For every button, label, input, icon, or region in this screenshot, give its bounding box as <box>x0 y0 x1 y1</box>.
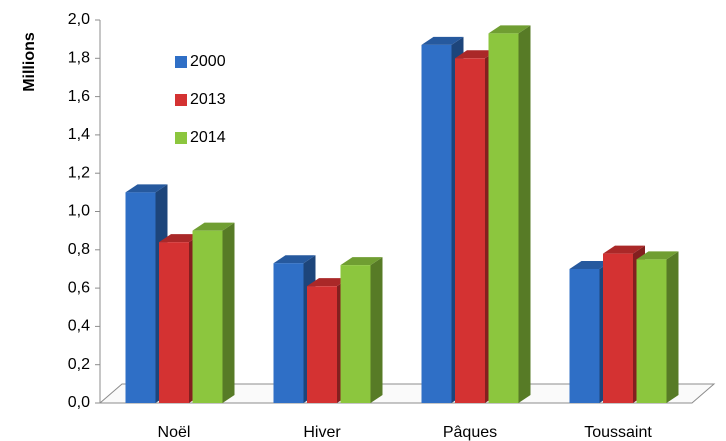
bar-side <box>370 257 383 403</box>
bar-side <box>518 25 531 404</box>
bar <box>421 44 452 404</box>
bar-top <box>192 222 235 231</box>
legend-swatch <box>175 132 187 144</box>
bar-top <box>569 260 612 269</box>
legend-label: 2000 <box>190 53 226 70</box>
bar <box>125 192 156 403</box>
y-tick-label: 1,4 <box>68 126 90 143</box>
bar-top <box>307 278 349 287</box>
bar <box>159 242 189 403</box>
bar-side <box>666 251 679 403</box>
x-tick-label: Noël <box>158 424 191 441</box>
legend-label: 2014 <box>190 129 226 146</box>
bar-top <box>603 245 645 254</box>
y-tick-label: 0,2 <box>68 356 90 373</box>
y-tick-label: 1,8 <box>68 50 90 67</box>
legend-swatch <box>175 56 187 68</box>
y-tick-label: 0,0 <box>68 394 90 411</box>
bar-top <box>273 255 316 264</box>
bar-top <box>159 234 201 243</box>
y-tick-label: 0,6 <box>68 279 90 296</box>
bar-top <box>125 184 168 193</box>
y-tick-label: 0,4 <box>68 318 90 335</box>
legend-label: 2013 <box>190 91 226 108</box>
bar <box>307 286 337 403</box>
x-tick-label: Toussaint <box>584 424 652 441</box>
bar <box>455 58 485 404</box>
x-tick-label: Pâques <box>443 424 497 441</box>
bar-side <box>222 222 235 403</box>
bar-top <box>636 251 679 260</box>
bar <box>273 263 304 403</box>
x-tick-label: Hiver <box>303 424 341 441</box>
bar <box>636 259 667 403</box>
y-tick-label: 2,0 <box>68 11 90 28</box>
y-tick-label: 1,6 <box>68 88 90 105</box>
bar <box>569 268 600 403</box>
bar <box>192 230 223 403</box>
y-axis-title: Millions <box>21 32 38 92</box>
bar <box>603 253 633 403</box>
legend-swatch <box>175 94 187 106</box>
y-tick-label: 0,8 <box>68 241 90 258</box>
y-tick-label: 1,0 <box>68 203 90 220</box>
bar <box>488 33 519 403</box>
bar-top <box>455 50 497 59</box>
bar-top <box>421 36 464 45</box>
bar-top <box>488 25 531 34</box>
bar-top <box>340 257 383 266</box>
y-tick-label: 1,2 <box>68 164 90 181</box>
bar <box>340 265 371 403</box>
